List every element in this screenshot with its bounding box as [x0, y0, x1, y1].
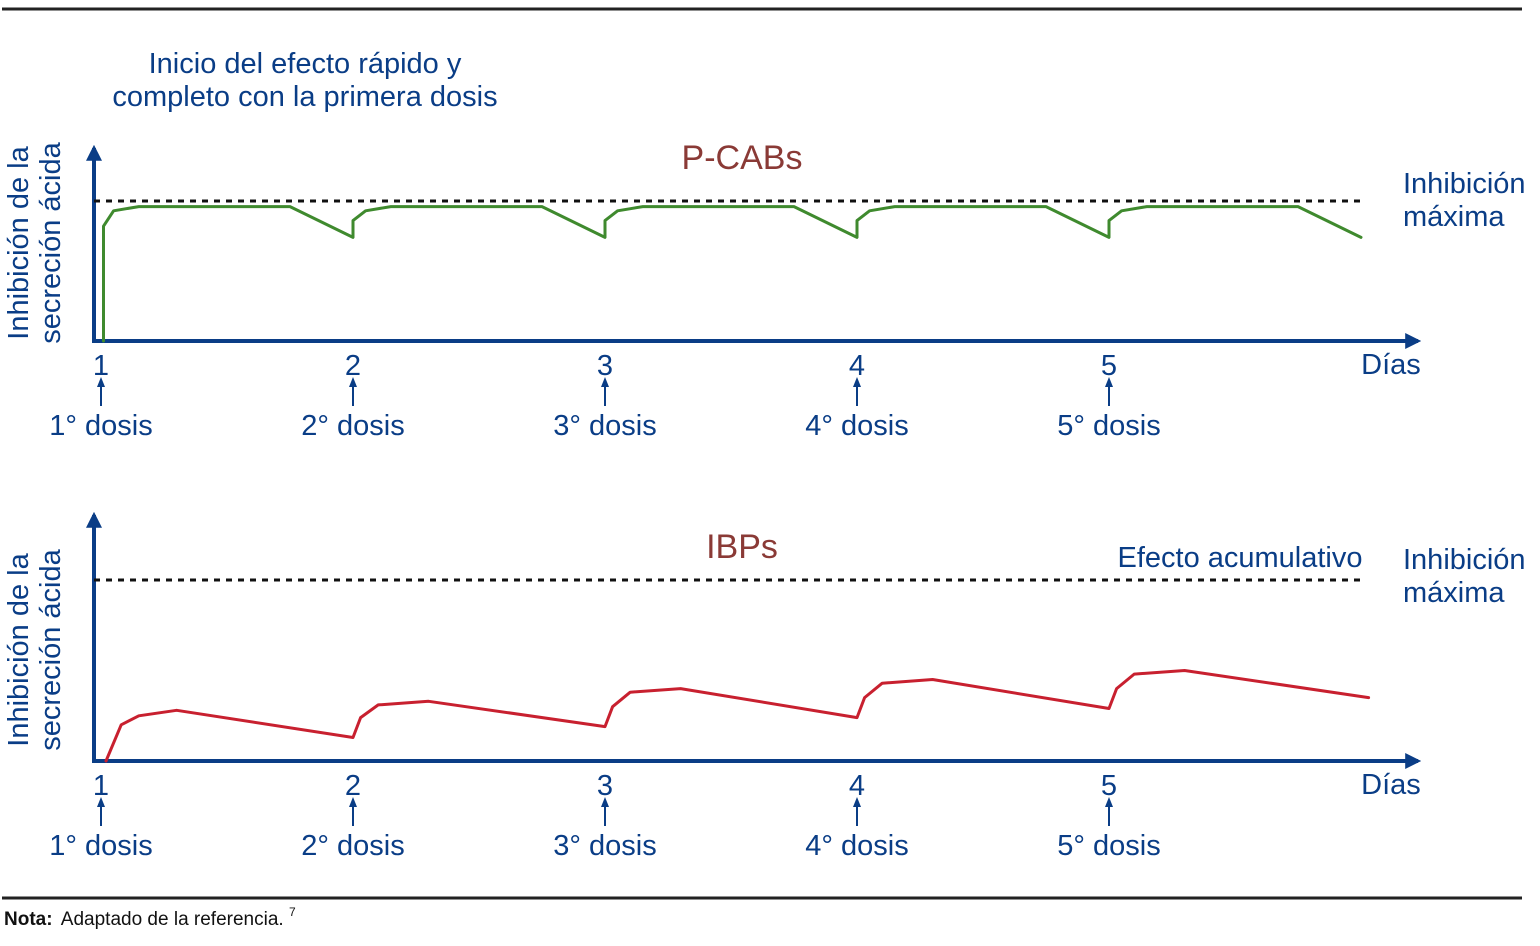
dose-label: 4° dosis — [805, 830, 908, 862]
note-text: Nota: Adaptado de la referencia. 7 — [4, 905, 296, 930]
x-tick-label: 3 — [597, 350, 613, 382]
y-axis-label-line-1: Inhibición de la — [3, 145, 35, 339]
reference-label-line-2: máxima — [1403, 201, 1505, 233]
chart-panel-pcabs: Inicio del efecto rápido y completo con … — [3, 48, 1526, 442]
x-tick-label: 4 — [849, 770, 865, 802]
reference-label-line-1: Inhibición — [1403, 544, 1526, 576]
reference-label-line-1: Inhibición — [1403, 168, 1526, 200]
x-tick-label: 5 — [1101, 350, 1117, 382]
annotation-line-1: Inicio del efecto rápido y — [149, 48, 462, 80]
x-tick-label: 4 — [849, 350, 865, 382]
note-label: Nota: — [4, 909, 53, 930]
y-axis-label-line-2: secreción ácida — [35, 141, 67, 343]
x-tick-label: 1 — [93, 770, 109, 802]
x-tick-label: 2 — [345, 350, 361, 382]
series-line — [102, 205, 1363, 343]
dose-label: 3° dosis — [553, 830, 656, 862]
x-tick-label: 2 — [345, 770, 361, 802]
reference-label-line-2: máxima — [1403, 577, 1505, 609]
x-axis-label: Días — [1361, 769, 1421, 801]
note-superscript: 7 — [289, 905, 296, 919]
note-body: Adaptado de la referencia. — [61, 909, 284, 930]
dose-label: 3° dosis — [553, 410, 656, 442]
dose-label: 5° dosis — [1057, 410, 1160, 442]
chart-title: IBPs — [706, 528, 778, 566]
x-axis-label: Días — [1361, 349, 1421, 381]
dose-label: 1° dosis — [49, 410, 152, 442]
dose-label: 2° dosis — [301, 410, 404, 442]
dose-label: 4° dosis — [805, 410, 908, 442]
x-tick-label: 5 — [1101, 770, 1117, 802]
dose-label: 2° dosis — [301, 830, 404, 862]
annotation-line-2: completo con la primera dosis — [112, 81, 497, 113]
dose-label: 1° dosis — [49, 830, 152, 862]
y-axis-label-line-1: Inhibición de la — [3, 552, 35, 746]
x-tick-label: 1 — [93, 350, 109, 382]
chart-title: P-CABs — [682, 139, 803, 177]
chart-panel-ibps: IBPs Efecto acumulativo Inhibición de la… — [3, 511, 1526, 862]
dose-label: 5° dosis — [1057, 830, 1160, 862]
annotation-line-1: Efecto acumulativo — [1117, 542, 1362, 574]
x-tick-label: 3 — [597, 770, 613, 802]
y-axis-label-line-2: secreción ácida — [35, 548, 67, 750]
series-line — [104, 669, 1371, 763]
